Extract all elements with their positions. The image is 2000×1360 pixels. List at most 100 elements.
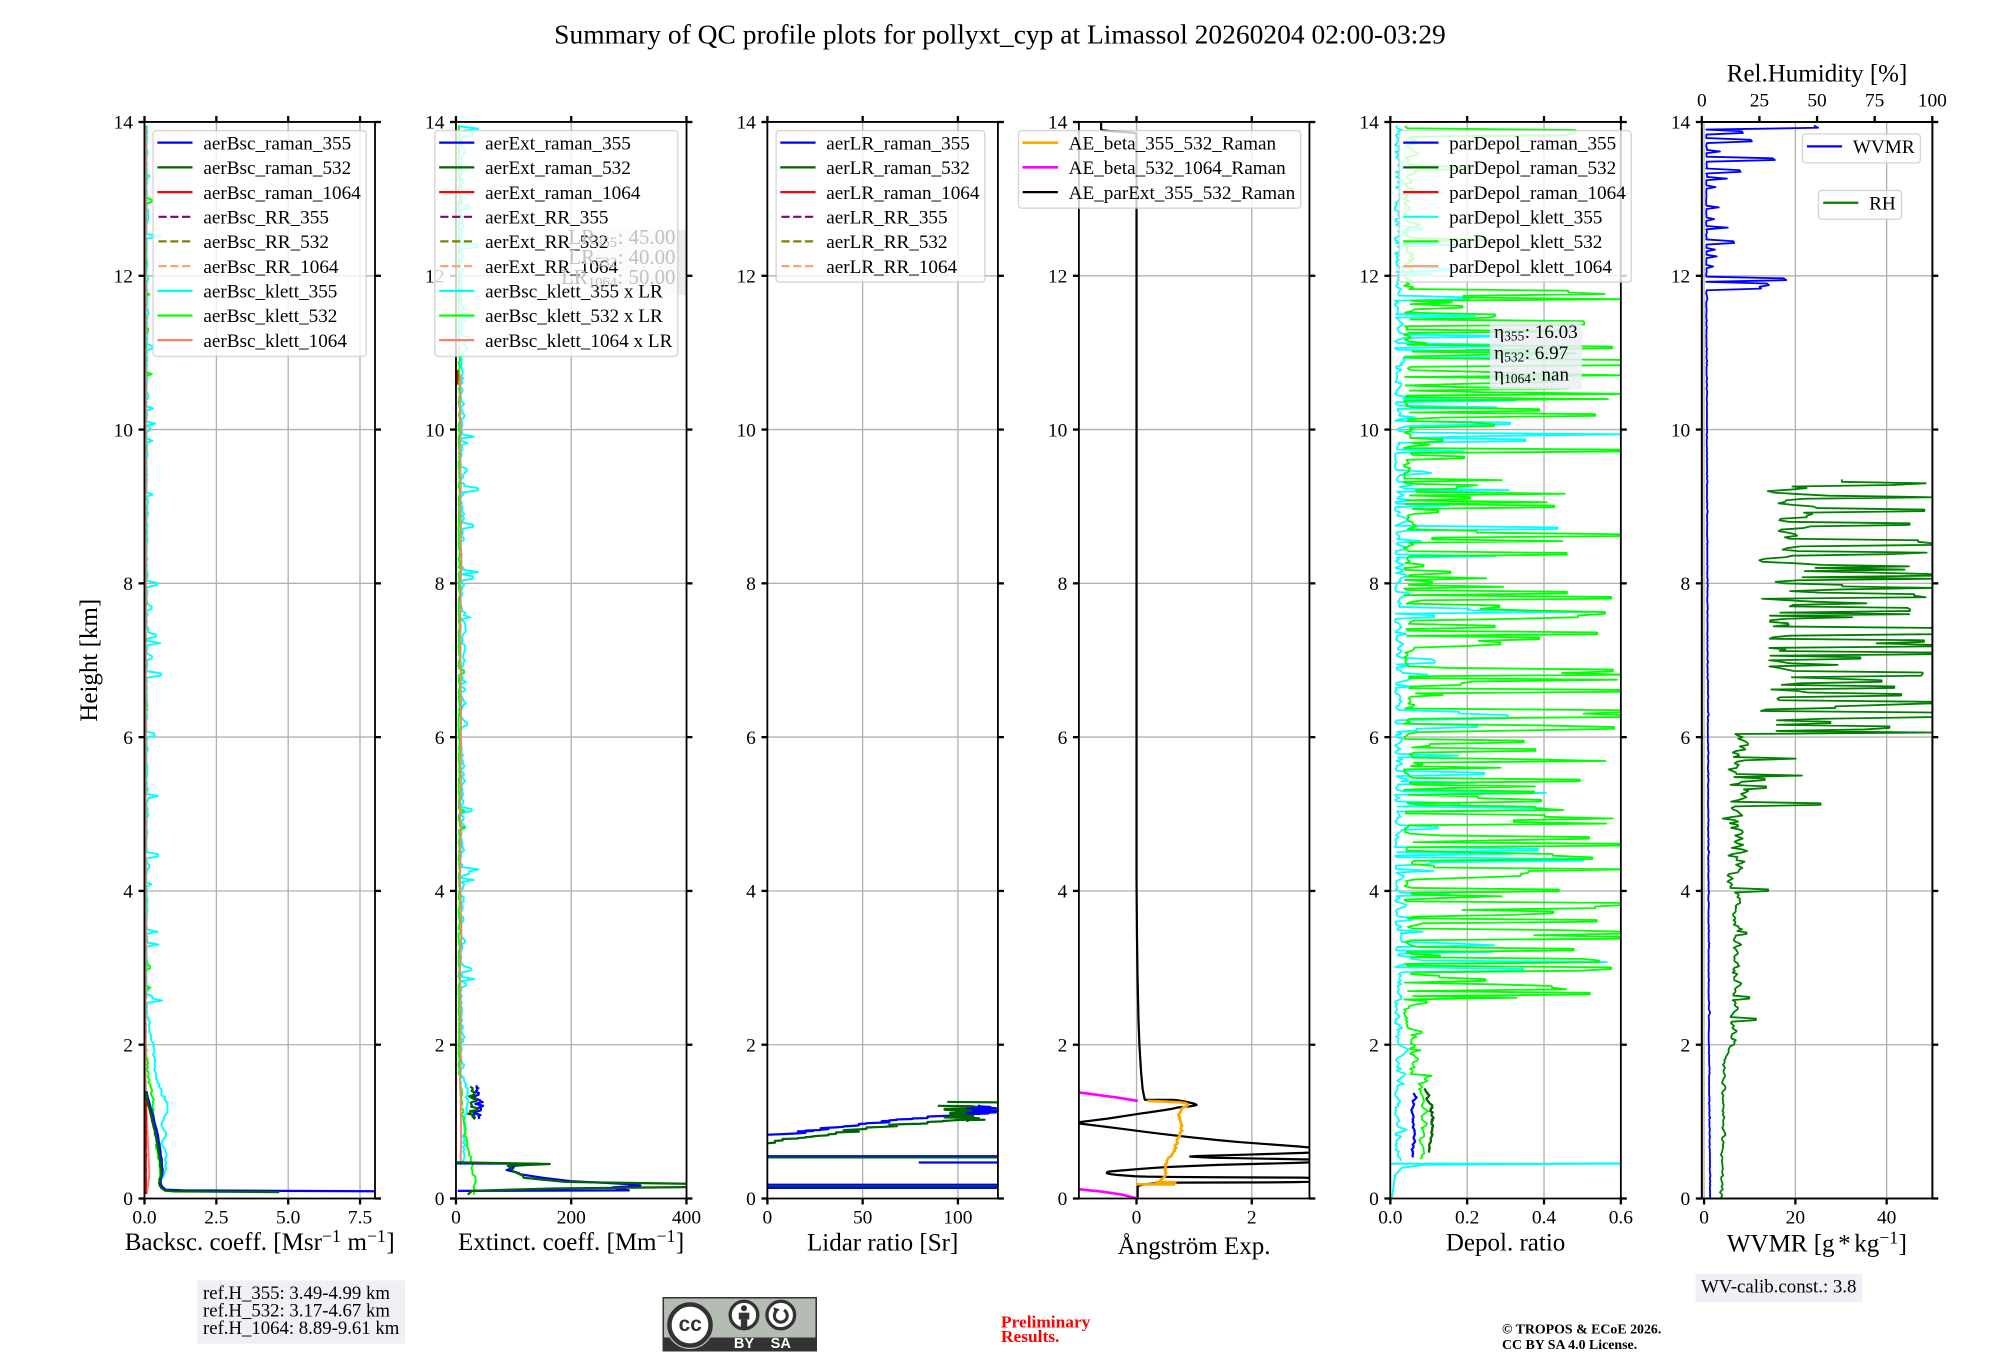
svg-text:0: 0 [1681,1189,1691,1210]
svg-text:14: 14 [1048,113,1068,134]
svg-text:parDepol_klett_1064: parDepol_klett_1064 [1449,257,1612,278]
svg-text:Rel.Humidity [%]: Rel.Humidity [%] [1727,61,1908,88]
svg-text:aerBsc_raman_1064: aerBsc_raman_1064 [203,183,361,204]
svg-text:0: 0 [435,1189,445,1210]
svg-text:CC BY SA 4.0 License.: CC BY SA 4.0 License. [1502,1338,1637,1353]
svg-text:Ångström Exp.: Ångström Exp. [1118,1233,1271,1260]
svg-text:aerBsc_RR_355: aerBsc_RR_355 [203,207,329,228]
svg-text:4: 4 [435,882,445,903]
svg-text:0.0: 0.0 [132,1208,156,1229]
svg-text:aerBsc_raman_355: aerBsc_raman_355 [203,133,351,154]
svg-text:14: 14 [1359,113,1379,134]
svg-text:14: 14 [1671,113,1691,134]
svg-text:© TROPOS & ECoE 2026.: © TROPOS & ECoE 2026. [1502,1323,1661,1338]
svg-text:aerExt_raman_1064: aerExt_raman_1064 [485,183,641,204]
svg-text:400: 400 [672,1208,701,1229]
svg-text:parDepol_raman_532: parDepol_raman_532 [1449,158,1616,179]
svg-text:AE_beta_532_1064_Raman: AE_beta_532_1064_Raman [1069,158,1286,179]
svg-text:aerLR_RR_532: aerLR_RR_532 [826,232,947,253]
svg-text:AE_parExt_355_532_Raman: AE_parExt_355_532_Raman [1069,183,1296,204]
svg-text:AE_beta_355_532_Raman: AE_beta_355_532_Raman [1069,133,1277,154]
svg-text:0: 0 [763,1208,773,1229]
svg-text:6: 6 [1058,728,1068,749]
svg-text:aerBsc_klett_532 x LR: aerBsc_klett_532 x LR [485,306,663,327]
svg-text:Results.: Results. [1001,1327,1059,1346]
svg-text:aerBsc_klett_532: aerBsc_klett_532 [203,306,337,327]
svg-text:0: 0 [1699,1208,1709,1229]
svg-text:aerBsc_klett_1064 x LR: aerBsc_klett_1064 x LR [485,331,672,352]
svg-text:0.6: 0.6 [1609,1208,1634,1229]
svg-text:8: 8 [123,574,133,595]
svg-text:4: 4 [1058,882,1068,903]
svg-text:6: 6 [1681,728,1691,749]
svg-text:20: 20 [1786,1208,1805,1229]
svg-text:12: 12 [1359,267,1378,288]
svg-text:6: 6 [746,728,756,749]
svg-text:0: 0 [451,1208,461,1229]
svg-text:0.2: 0.2 [1455,1208,1479,1229]
svg-text:ref.H_532: 3.17-4.67 km: ref.H_532: 3.17-4.67 km [203,1301,390,1322]
svg-text:2.5: 2.5 [204,1208,228,1229]
svg-text:10: 10 [1671,420,1690,441]
svg-text:aerLR_raman_1064: aerLR_raman_1064 [826,183,980,204]
svg-text:75: 75 [1865,90,1884,111]
svg-text:aerBsc_klett_355: aerBsc_klett_355 [203,282,337,303]
svg-text:WVMR: WVMR [1853,137,1915,158]
svg-text:L R : 4 5 . 0 0 3 5 5: L R : 4 5 . 0 0 3 5 5 [568,224,681,252]
svg-text:2: 2 [1058,1035,1068,1056]
svg-text:Depol. ratio: Depol. ratio [1446,1230,1565,1257]
svg-text:2: 2 [1247,1208,1257,1229]
svg-text:SA: SA [771,1336,792,1352]
svg-text:2: 2 [123,1035,133,1056]
svg-text:6: 6 [435,728,445,749]
svg-text:aerExt_RR_1064: aerExt_RR_1064 [485,257,618,278]
svg-text:10: 10 [1048,420,1067,441]
svg-text:10: 10 [114,420,133,441]
svg-text:4: 4 [1681,882,1691,903]
svg-text:WV-calib.const.: 3.8: WV-calib.const.: 3.8 [1701,1277,1857,1298]
svg-text:aerBsc_raman_532: aerBsc_raman_532 [203,158,351,179]
svg-text:6: 6 [123,728,133,749]
svg-text:5.0: 5.0 [276,1208,300,1229]
svg-text:0: 0 [746,1189,756,1210]
svg-text:cc: cc [679,1313,702,1336]
svg-text:0: 0 [1058,1189,1068,1210]
svg-text:10: 10 [425,420,444,441]
svg-text:100: 100 [943,1208,972,1229]
svg-text:8: 8 [1369,574,1379,595]
svg-text:10: 10 [736,420,755,441]
svg-text:2: 2 [1681,1035,1691,1056]
svg-text:aerBsc_RR_532: aerBsc_RR_532 [203,232,329,253]
svg-text:aerBsc_klett_1064: aerBsc_klett_1064 [203,331,347,352]
svg-text:8: 8 [1058,574,1068,595]
svg-text:aerExt_raman_355: aerExt_raman_355 [485,133,631,154]
svg-text:14: 14 [114,113,134,134]
svg-text:aerExt_raman_532: aerExt_raman_532 [485,158,631,179]
svg-text:4: 4 [746,882,756,903]
svg-text:Height [km]: Height [km] [76,599,103,722]
svg-text:2: 2 [435,1035,445,1056]
svg-text:BY: BY [734,1336,755,1352]
svg-text:12: 12 [1048,267,1067,288]
svg-text:0: 0 [123,1189,133,1210]
svg-text:8: 8 [435,574,445,595]
svg-text:10: 10 [1359,420,1378,441]
svg-text:aerLR_raman_355: aerLR_raman_355 [826,133,970,154]
svg-text:Preliminary: Preliminary [1001,1313,1091,1332]
svg-text:aerLR_RR_355: aerLR_RR_355 [826,207,947,228]
svg-text:ref.H_1064: 8.89-9.61 km: ref.H_1064: 8.89-9.61 km [203,1318,400,1339]
svg-text:8: 8 [746,574,756,595]
svg-text:14: 14 [425,113,445,134]
svg-text:12: 12 [1671,267,1690,288]
svg-text:0.0: 0.0 [1378,1208,1402,1229]
svg-text:ref.H_355: 3.49-4.99 km: ref.H_355: 3.49-4.99 km [203,1283,390,1304]
svg-text:η : 6 . 9 7 5 3 2: η : 6 . 9 7 5 3 2 [1494,339,1574,367]
svg-text:L R : 5 0 . 0 0 1 0 6 4: L R : 5 0 . 0 0 1 0 6 4 [561,264,681,292]
svg-text:12: 12 [736,267,755,288]
svg-text:B a c k s c . c o e f f .: B a c k s c . c o e f f . [ M s r m ] − … [125,1222,401,1256]
svg-text:4: 4 [1369,882,1379,903]
svg-text:0: 0 [1697,90,1707,111]
svg-text:2: 2 [1369,1035,1379,1056]
svg-text:W V M R [ g * k g ] − 1: W V M R [ g * k g ] − 1 [1727,1224,1913,1258]
svg-text:E x t i n c t . c o e f f .: E x t i n c t . c o e f f . [ M m ] − 1 [458,1222,690,1256]
